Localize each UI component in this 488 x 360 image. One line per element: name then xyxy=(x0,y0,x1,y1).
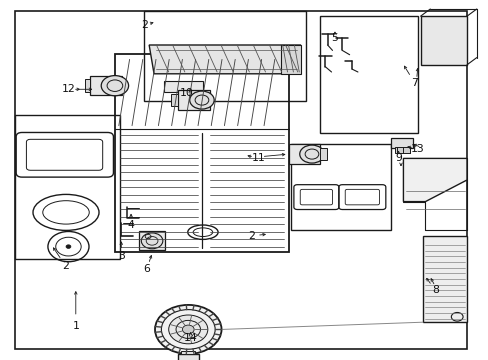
Bar xyxy=(394,147,409,153)
Bar xyxy=(15,115,120,259)
Bar xyxy=(178,90,210,110)
Text: 11: 11 xyxy=(251,153,264,163)
Bar xyxy=(320,148,326,160)
Text: 5: 5 xyxy=(331,33,338,43)
Text: 6: 6 xyxy=(143,264,150,274)
Bar xyxy=(144,11,305,101)
Circle shape xyxy=(66,245,71,248)
Text: 12: 12 xyxy=(61,84,75,94)
Bar xyxy=(320,16,417,133)
Text: 2: 2 xyxy=(248,231,255,241)
Text: 8: 8 xyxy=(431,285,438,295)
Bar xyxy=(115,54,288,252)
Text: 14: 14 xyxy=(183,333,197,343)
Text: 4: 4 xyxy=(127,220,134,230)
Bar xyxy=(171,94,178,106)
Bar xyxy=(181,351,195,354)
Text: 1: 1 xyxy=(72,321,79,331)
Text: 3: 3 xyxy=(118,251,124,261)
Bar xyxy=(163,81,203,92)
Bar xyxy=(90,76,122,95)
Circle shape xyxy=(141,233,163,249)
Polygon shape xyxy=(281,45,300,74)
Text: 13: 13 xyxy=(410,144,424,154)
Circle shape xyxy=(182,325,194,334)
Text: 2: 2 xyxy=(141,20,147,30)
Bar xyxy=(288,144,320,164)
Text: 9: 9 xyxy=(394,153,401,163)
Polygon shape xyxy=(149,45,300,74)
Text: 10: 10 xyxy=(180,88,193,98)
Bar xyxy=(290,144,390,230)
Polygon shape xyxy=(403,158,466,202)
Text: 2: 2 xyxy=(62,261,69,271)
Circle shape xyxy=(299,145,324,163)
Text: 7: 7 xyxy=(410,78,417,88)
Bar xyxy=(139,231,164,250)
Circle shape xyxy=(168,315,207,344)
Bar xyxy=(84,79,90,92)
Circle shape xyxy=(189,91,214,109)
Bar xyxy=(390,138,412,148)
Polygon shape xyxy=(420,16,466,65)
Circle shape xyxy=(101,76,128,96)
Bar xyxy=(422,236,466,322)
Circle shape xyxy=(155,305,221,354)
Bar xyxy=(177,354,199,360)
